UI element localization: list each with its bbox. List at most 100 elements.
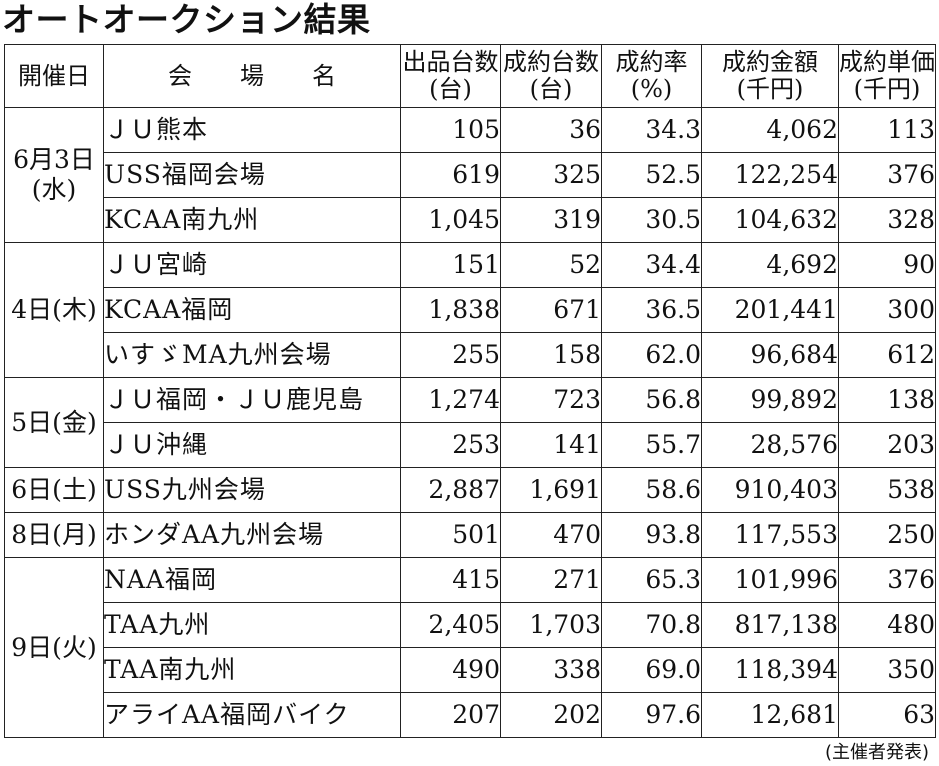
sale-rate-cell: 62.0 [601,332,702,378]
venue-cell: ホンダAA九州会場 [103,512,401,558]
results-body: 6月3日 (水) ＪＵ熊本 105 36 34.3 4,062 113 USS福岡会場 619 32… [4,107,936,738]
date-cell: 6月3日 (水) [4,107,104,243]
source-note: (主催者発表) [824,742,929,763]
venue-cell: ＪＵ沖縄 [103,422,401,468]
unit-price-cell: 480 [838,602,936,648]
sold-count-cell: 470 [500,512,602,558]
venue-cell: ＪＵ福岡・ＪＵ鹿児島 [103,377,401,423]
header-amount-line2: (千円) [736,75,804,103]
sale-rate-cell: 97.6 [601,692,702,738]
table-row: USS福岡会場 619 325 52.5 122,254 376 [5,152,936,198]
sold-count-cell: 723 [500,377,602,423]
header-sold-line1: 成約台数 [503,48,599,76]
table-row: KCAA福岡 1,838 671 36.5 201,441 300 [5,287,936,333]
date-label: 9日(火) [11,632,97,662]
sale-amount-cell: 101,996 [701,557,839,603]
unit-price-cell: 138 [838,377,936,423]
venue-cell: USS福岡会場 [103,152,401,198]
unit-price-cell: 612 [838,332,936,378]
date-cell: 8日(月) [4,512,104,558]
listed-count-cell: 2,887 [400,467,501,513]
header-listed-line1: 出品台数 [402,48,499,76]
header-listed: 出品台数 (台) [400,44,501,108]
sale-rate-cell: 93.8 [601,512,702,558]
sale-rate-cell: 30.5 [601,197,702,243]
venue-cell: KCAA南九州 [103,197,401,243]
sale-amount-cell: 104,632 [701,197,839,243]
sold-count-cell: 338 [500,647,602,693]
listed-count-cell: 151 [400,242,501,288]
sold-count-cell: 158 [500,332,602,378]
unit-price-cell: 376 [838,152,936,198]
unit-price-cell: 376 [838,557,936,603]
table-row: 8日(月) ホンダAA九州会場 501 470 93.8 117,553 250 [4,512,936,558]
table-row: いすゞMA九州会場 255 158 62.0 96,684 612 [5,332,936,378]
listed-count-cell: 1,045 [400,197,501,243]
sale-rate-cell: 34.4 [601,242,702,288]
sold-count-cell: 1,703 [500,602,602,648]
sale-amount-cell: 28,576 [701,422,839,468]
header-venue-label: 会 場 名 [168,61,336,90]
listed-count-cell: 1,274 [400,377,501,423]
sale-amount-cell: 99,892 [701,377,839,423]
date-cell: 5日(金) [4,377,104,468]
sale-amount-cell: 12,681 [701,692,839,738]
unit-price-cell: 350 [838,647,936,693]
sale-amount-cell: 910,403 [701,467,839,513]
table-row: 9日(火) NAA福岡 415 271 65.3 101,996 376 [4,557,936,738]
header-venue: 会 場 名 [103,44,401,108]
table-row: KCAA南九州 1,045 319 30.5 104,632 328 [5,197,936,243]
sale-rate-cell: 69.0 [601,647,702,693]
unit-price-cell: 63 [838,692,936,738]
listed-count-cell: 1,838 [400,287,501,333]
header-date: 開催日 [4,44,104,108]
unit-price-cell: 300 [838,287,936,333]
sold-count-cell: 671 [500,287,602,333]
sale-amount-cell: 118,394 [701,647,839,693]
date-cell: 4日(木) [4,242,104,378]
unit-price-cell: 90 [838,242,936,288]
table-row: TAA南九州 490 338 69.0 118,394 350 [5,647,936,693]
sale-rate-cell: 36.5 [601,287,702,333]
sold-count-cell: 325 [500,152,602,198]
sold-count-cell: 319 [500,197,602,243]
header-row: 開催日 会 場 名 出品台数 (台) 成約台数 (台) 成約率 (%) 成約金額 (千円… [4,44,936,108]
sold-count-cell: 52 [500,242,602,288]
listed-count-cell: 501 [400,512,501,558]
auction-results-table: 開催日 会 場 名 出品台数 (台) 成約台数 (台) 成約率 (%) 成約金額 (千円… [4,44,936,738]
date-cell: 6日(土) [4,467,104,513]
table-row: 6日(土) USS九州会場 2,887 1,691 58.6 910,403 538 [4,467,936,513]
listed-count-cell: 415 [400,557,501,603]
venue-cell: USS九州会場 [103,467,401,513]
sale-rate-cell: 58.6 [601,467,702,513]
date-label: 6日(土) [11,475,97,504]
table-row: ＪＵ沖縄 253 141 55.7 28,576 203 [5,422,936,468]
sold-count-cell: 1,691 [500,467,602,513]
header-date-label: 開催日 [18,61,90,90]
sale-rate-cell: 65.3 [601,557,702,603]
sale-amount-cell: 817,138 [701,602,839,648]
sale-rate-cell: 56.8 [601,377,702,423]
table-row: TAA九州 2,405 1,703 70.8 817,138 480 [5,602,936,648]
listed-count-cell: 207 [400,692,501,738]
listed-count-cell: 255 [400,332,501,378]
venue-cell: いすゞMA九州会場 [103,332,401,378]
date-label: 4日(木) [11,295,97,324]
table-row: アライAA福岡バイク 207 202 97.6 12,681 63 [5,692,936,738]
page-title: オートオークション結果 [2,0,371,39]
sold-count-cell: 36 [500,107,602,153]
header-unit-line2: (千円) [853,75,921,103]
venue-cell: アライAA福岡バイク [103,692,401,738]
unit-price-cell: 113 [838,107,936,153]
venue-cell: KCAA福岡 [103,287,401,333]
listed-count-cell: 253 [400,422,501,468]
sale-rate-cell: 52.5 [601,152,702,198]
header-unit-price: 成約単価 (千円) [838,44,936,108]
date-label: 6月3日 [13,145,95,174]
sold-count-cell: 202 [500,692,602,738]
venue-cell: TAA九州 [103,602,401,648]
unit-price-cell: 250 [838,512,936,558]
sale-amount-cell: 4,062 [701,107,839,153]
header-sold: 成約台数 (台) [500,44,602,108]
listed-count-cell: 105 [400,107,501,153]
